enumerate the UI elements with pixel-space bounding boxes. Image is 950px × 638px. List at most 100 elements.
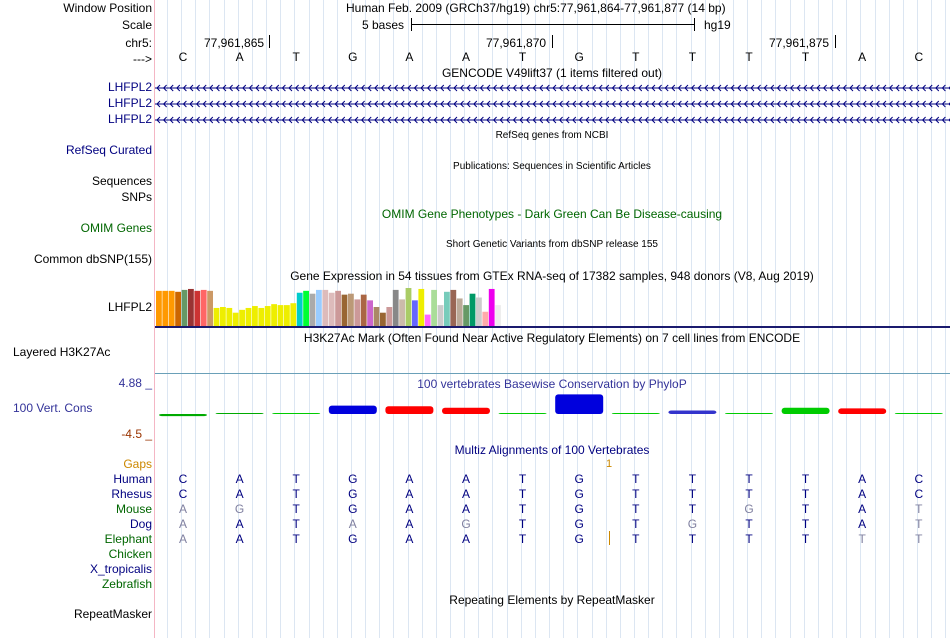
gtex-tissue-bar[interactable] [175, 291, 181, 326]
gencode-transcript-line[interactable] [155, 84, 950, 92]
gtex-tissue-bar[interactable] [463, 305, 469, 326]
gencode-item-label[interactable]: LHFPL2 [107, 96, 152, 110]
phylop-score-mark[interactable] [894, 413, 943, 414]
gtex-tissue-bar[interactable] [399, 299, 405, 326]
alignment-base: A [348, 517, 357, 531]
gtex-tissue-bar[interactable] [316, 289, 322, 326]
gtex-tissue-bar[interactable] [213, 307, 220, 326]
gtex-tissue-bar[interactable] [360, 294, 367, 326]
gtex-tissue-bar[interactable] [271, 304, 277, 326]
gtex-tissue-bar[interactable] [412, 300, 418, 326]
gtex-tissue-bar[interactable] [207, 290, 213, 326]
scale-label: Scale [121, 18, 152, 32]
gtex-tissue-bar[interactable] [194, 290, 201, 326]
gtex-tissue-bar[interactable] [476, 297, 482, 327]
omim-track-label[interactable]: OMIM Genes [80, 221, 152, 235]
snps-track-label[interactable]: SNPs [121, 190, 152, 204]
gtex-track-label[interactable]: LHFPL2 [107, 300, 152, 314]
gtex-tissue-bar[interactable] [488, 288, 495, 326]
gtex-tissue-bar[interactable] [226, 307, 233, 326]
gtex-tissue-bar[interactable] [322, 289, 329, 326]
gtex-tissue-bar[interactable] [296, 292, 303, 326]
gtex-tissue-bar[interactable] [405, 288, 412, 326]
gtex-tissue-bar[interactable] [277, 305, 284, 326]
gtex-tissue-bar[interactable] [264, 306, 271, 326]
gtex-tissue-bar[interactable] [239, 309, 245, 326]
species-label-elephant[interactable]: Elephant [104, 532, 152, 546]
gencode-gene-lines[interactable] [155, 80, 950, 128]
gtex-tissue-bar[interactable] [245, 307, 252, 326]
gtex-tissue-bar[interactable] [392, 289, 399, 326]
gtex-tissue-bar[interactable] [367, 300, 373, 326]
gtex-tissue-bar[interactable] [181, 289, 188, 326]
gtex-tissue-bar[interactable] [200, 289, 207, 326]
phylop-score-mark[interactable] [555, 394, 604, 414]
species-label-rhesus[interactable]: Rhesus [111, 487, 152, 501]
gtex-tissue-bar[interactable] [424, 314, 431, 326]
gencode-transcript-line[interactable] [155, 116, 950, 124]
phylop-score-mark[interactable] [442, 407, 490, 414]
sequences-track-label[interactable]: Sequences [91, 174, 152, 188]
gencode-transcript-line[interactable] [155, 100, 950, 108]
phylop-score-mark[interactable] [328, 405, 377, 414]
h3k27ac-track-label[interactable]: Layered H3K27Ac [13, 345, 111, 359]
gtex-tissue-bar[interactable] [290, 303, 297, 326]
phylop-score-mark[interactable] [215, 413, 264, 414]
phylop-score-mark[interactable] [668, 410, 717, 415]
phylop-score-mark[interactable] [498, 412, 547, 414]
gencode-item-label[interactable]: LHFPL2 [107, 80, 152, 94]
phylop-score-mark[interactable] [159, 414, 207, 417]
gtex-tissue-bar[interactable] [495, 305, 501, 326]
phylop-logo[interactable] [155, 390, 950, 420]
species-label-chicken[interactable]: Chicken [108, 547, 152, 561]
phylop-score-mark[interactable] [781, 407, 830, 414]
gtex-tissue-bar[interactable] [232, 312, 239, 326]
phylop-score-mark[interactable] [838, 408, 887, 414]
gtex-tissue-bar[interactable] [456, 298, 463, 326]
alignment-base: T [745, 532, 753, 546]
gtex-tissue-bar[interactable] [168, 290, 175, 326]
repeatmasker-track-label[interactable]: RepeatMasker [73, 607, 152, 621]
gtex-tissue-bar[interactable] [328, 292, 335, 326]
species-label-mouse[interactable]: Mouse [115, 502, 152, 516]
phylop-score-mark[interactable] [611, 413, 660, 414]
gtex-tissue-bar[interactable] [348, 293, 354, 326]
phylop-score-mark[interactable] [272, 412, 321, 414]
gtex-tissue-bar[interactable] [156, 290, 162, 326]
gtex-tissue-bar[interactable] [162, 290, 169, 326]
phylop-track-label[interactable]: 100 Vert. Cons [13, 401, 93, 415]
gtex-tissue-bar[interactable] [309, 293, 316, 326]
species-label-xtropicalis[interactable]: X_tropicalis [89, 562, 152, 576]
gtex-tissue-bar[interactable] [444, 291, 450, 326]
gtex-tissue-bar[interactable] [220, 307, 226, 326]
species-label-dog[interactable]: Dog [129, 517, 152, 531]
gtex-tissue-bar[interactable] [418, 288, 425, 326]
gtex-tissue-bar[interactable] [303, 290, 309, 326]
gtex-tissue-bar[interactable] [469, 293, 476, 326]
gtex-tissue-bar[interactable] [373, 307, 380, 326]
dbsnp-track-label[interactable]: Common dbSNP(155) [33, 252, 152, 266]
gtex-tissue-bar[interactable] [284, 305, 290, 326]
phylop-score-mark[interactable] [385, 406, 434, 414]
gtex-tissue-bar[interactable] [335, 290, 341, 326]
gtex-tissue-bar[interactable] [450, 289, 457, 326]
refseq-track-label[interactable]: RefSeq Curated [65, 143, 152, 157]
gtex-tissue-bar[interactable] [380, 312, 386, 326]
gtex-tissue-bar[interactable] [482, 311, 489, 326]
species-label-human[interactable]: Human [113, 472, 152, 486]
gtex-tissue-bar[interactable] [437, 305, 444, 326]
gtex-tissue-bar[interactable] [188, 288, 194, 326]
gtex-tissue-bar[interactable] [386, 307, 393, 326]
alignment-base: G [574, 487, 584, 501]
gtex-tissue-bar[interactable] [258, 307, 265, 326]
alignment-base: G [574, 472, 584, 486]
gtex-expression-chart[interactable] [155, 284, 950, 329]
gtex-tissue-bar[interactable] [431, 289, 437, 326]
phylop-score-mark[interactable] [725, 413, 773, 414]
gtex-tissue-bar[interactable] [354, 299, 361, 326]
species-label-zebrafish[interactable]: Zebrafish [101, 577, 152, 591]
gtex-tissue-bar[interactable] [341, 294, 348, 326]
gencode-item-label[interactable]: LHFPL2 [107, 112, 152, 126]
gtex-tissue-bar[interactable] [252, 306, 258, 326]
